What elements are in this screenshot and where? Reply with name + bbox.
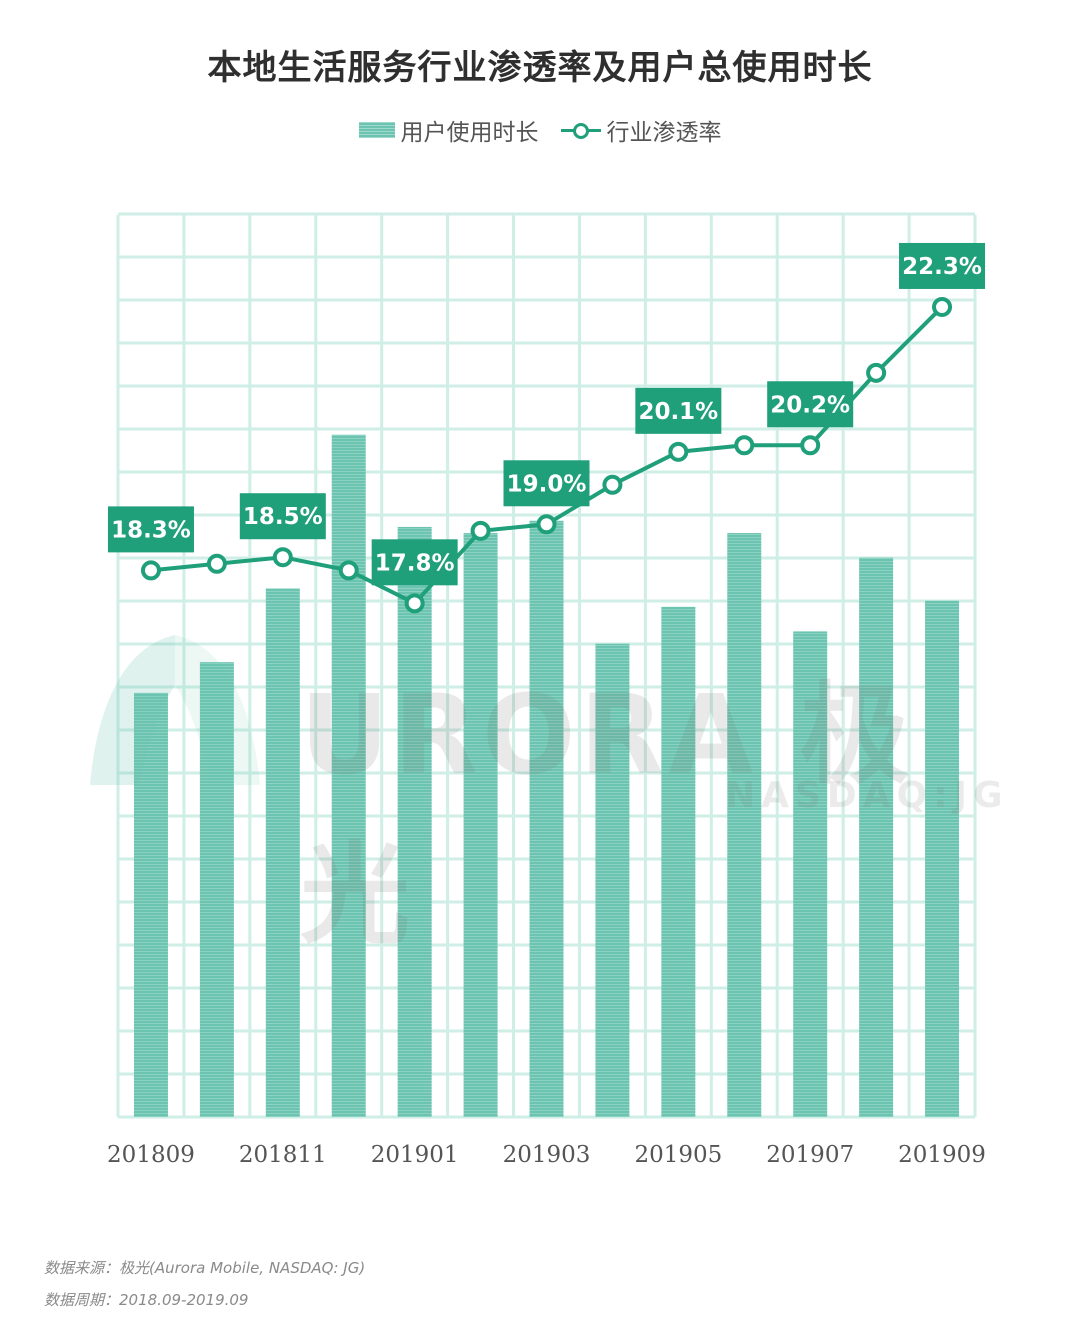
line-point-201901 [404,593,425,614]
data-label-text: 18.3% [111,517,191,543]
line-series [140,296,953,614]
data-label-201901: 17.8% [371,539,458,586]
data-label-box [635,387,722,434]
x-tick-201809: 201809 [107,1142,195,1168]
bar-series [133,434,960,1118]
bar-201907 [793,631,828,1117]
data-label-text: 22.3% [902,254,982,280]
line-point-201903 [536,514,557,535]
line-point-201908 [866,362,887,383]
chart-plot: 18.3% 18.5% 17.8% 19.0% 20.1% 20.2% 22.3% 2018… [107,212,986,1168]
bar-201904 [595,643,630,1117]
legend-bar-swatch [358,122,395,138]
legend-line-label: 行业渗透率 [606,120,722,146]
data-label-201905: 20.1% [635,387,722,434]
x-tick-201901: 201901 [371,1142,459,1168]
data-label-box [503,460,590,507]
data-label-201809: 18.3% [107,506,194,553]
data-label-box [371,539,458,586]
line-point-201909 [932,296,953,317]
x-axis-ticks: 201809 201811 201901 201903 201905 201907 2019… [107,1142,986,1168]
x-tick-201909: 201909 [898,1142,986,1168]
bar-201908 [859,557,894,1117]
line-point-201907 [800,435,821,456]
legend: 用户使用时长 行业渗透率 [0,113,1080,147]
data-label-text: 18.5% [243,504,323,530]
data-label-box [899,242,986,289]
footer-source: 数据来源：极光(Aurora Mobile, NASDAQ: JG) [44,1259,366,1277]
x-tick-201903: 201903 [503,1142,591,1168]
bar-201903 [529,520,564,1117]
bar-201909 [925,600,960,1117]
line-point-201812 [338,560,359,581]
legend-bar-label: 用户使用时长 [400,120,539,146]
line-point-201906 [734,435,755,456]
bar-201905 [661,606,696,1117]
bar-201906 [727,533,762,1117]
data-label-text: 19.0% [507,471,587,497]
line-point-201905 [668,441,689,462]
legend-line-swatch [560,120,601,140]
bar-201809 [133,692,168,1117]
bar-201812 [331,434,366,1118]
line-point-201902 [470,520,491,541]
x-tick-201905: 201905 [634,1142,722,1168]
x-tick-201907: 201907 [766,1142,854,1168]
footer: 数据来源：极光(Aurora Mobile, NASDAQ: JG) 数据周期：… [44,1252,365,1316]
x-tick-201811: 201811 [239,1142,327,1168]
line-point-201810 [206,553,227,574]
footer-period: 数据周期：2018.09-2019.09 [44,1291,249,1309]
data-label-box [239,493,326,540]
data-label-text: 20.2% [770,392,850,418]
data-label-box [107,506,194,553]
data-label-201907: 20.2% [767,381,854,428]
data-label-201811: 18.5% [239,493,326,540]
line-point-201809 [140,560,161,581]
data-labels: 18.3% 18.5% 17.8% 19.0% 20.1% 20.2% 22.3% [107,242,986,586]
bar-201811 [265,588,300,1117]
chart-title: 本地生活服务行业渗透率及用户总使用时长 [207,48,873,88]
line-point-201811 [272,547,293,568]
legend-item-line: 行业渗透率 [560,113,722,147]
bar-201901 [397,526,432,1117]
data-label-box [767,381,854,428]
line-point-201904 [602,474,623,495]
data-label-text: 17.8% [375,550,455,576]
legend-item-bar: 用户使用时长 [358,113,539,147]
bar-201810 [199,662,234,1117]
data-label-201903: 19.0% [503,460,590,507]
data-label-201909: 22.3% [899,242,986,289]
data-label-text: 20.1% [638,399,718,425]
bar-201902 [463,533,498,1117]
